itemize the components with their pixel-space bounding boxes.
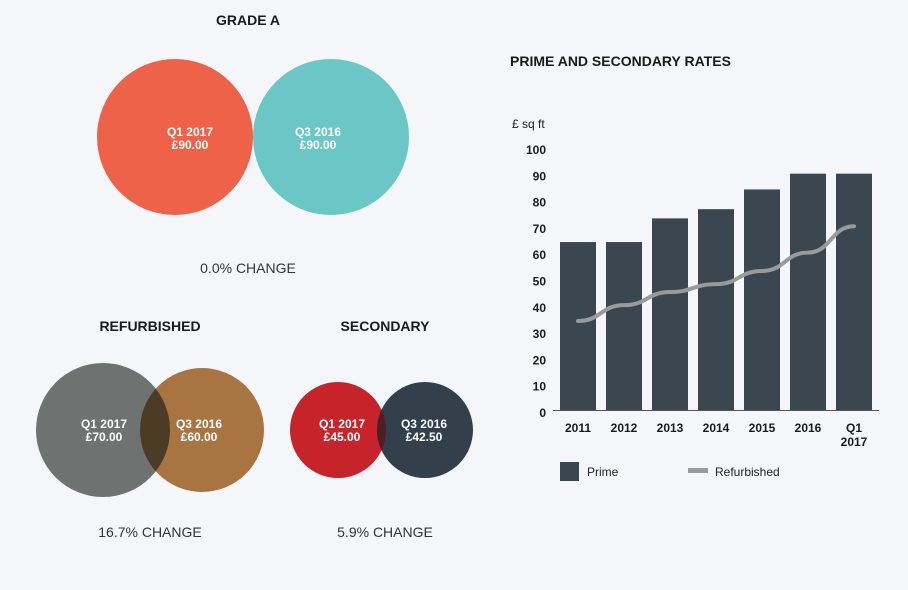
x-tick-label: 2014 (703, 421, 730, 435)
refurbished-right-circle (140, 368, 264, 492)
grade-a-change: 0.0% CHANGE (200, 260, 296, 276)
x-tick-label: 2013 (657, 421, 684, 435)
y-tick-label: 30 (533, 327, 547, 341)
secondary-right-value: £42.50 (406, 430, 443, 444)
x-tick-label: Q1 (846, 421, 862, 435)
refurbished-left-value: £70.00 (86, 430, 123, 444)
grade-a-right-circle (253, 59, 409, 215)
secondary-right-period: Q3 2016 (401, 417, 447, 431)
y-tick-label: 60 (533, 248, 547, 262)
secondary-left-period: Q1 2017 (319, 417, 365, 431)
secondary-title: SECONDARY (340, 318, 430, 334)
bar-prime (836, 173, 872, 410)
bar-prime (790, 173, 826, 410)
y-tick-label: 0 (539, 406, 546, 420)
refurbished-left-period: Q1 2017 (81, 417, 127, 431)
y-tick-label: 20 (533, 353, 547, 367)
grade-a-left-circle (97, 59, 253, 215)
y-tick-label: 50 (533, 275, 547, 289)
bar-prime (606, 242, 642, 410)
x-tick-label: 2017 (841, 435, 868, 449)
bar-prime (560, 242, 596, 410)
refurbished-change: 16.7% CHANGE (98, 524, 202, 540)
grade-a-left-value: £90.00 (172, 138, 209, 152)
x-tick-label: 2015 (749, 421, 776, 435)
y-tick-label: 90 (533, 169, 547, 183)
y-tick-label: 10 (533, 380, 547, 394)
refurbished-right-period: Q3 2016 (176, 417, 222, 431)
grade-a-title: GRADE A (215, 12, 281, 28)
y-tick-label: 80 (533, 196, 547, 210)
line-refurbished (576, 224, 856, 323)
x-tick-label: 2016 (795, 421, 822, 435)
y-tick-label: 100 (526, 143, 546, 157)
refurbished-title: REFURBISHED (99, 318, 201, 334)
secondary-change: 5.9% CHANGE (337, 524, 433, 540)
legend-prime-label: Prime (587, 465, 619, 479)
secondary-left-circle (290, 382, 386, 478)
bar-prime (698, 209, 734, 410)
refurbished-left-circle (36, 363, 170, 497)
bar-chart: PRIME AND SECONDARY RATES £ sq ft 0 10 20 3… (510, 53, 879, 481)
y-axis-label: £ sq ft (512, 117, 545, 131)
x-tick-label: 2011 (565, 421, 591, 435)
grade-a-right-period: Q3 2016 (295, 125, 341, 139)
legend-refurbished-swatch (688, 468, 708, 473)
bar-prime (652, 218, 688, 410)
grade-a-right-value: £90.00 (300, 138, 337, 152)
refurbished-right-value: £60.00 (181, 430, 218, 444)
y-tick-label: 40 (533, 301, 547, 315)
legend-prime-swatch (560, 462, 579, 481)
x-tick-label: 2012 (611, 421, 638, 435)
secondary-right-circle (377, 382, 473, 478)
chart-title: PRIME AND SECONDARY RATES (510, 53, 731, 69)
y-tick-label: 70 (533, 222, 547, 236)
secondary-left-value: £45.00 (324, 430, 361, 444)
legend-refurbished-label: Refurbished (715, 465, 780, 479)
bar-prime (744, 189, 780, 410)
grade-a-left-period: Q1 2017 (167, 125, 213, 139)
